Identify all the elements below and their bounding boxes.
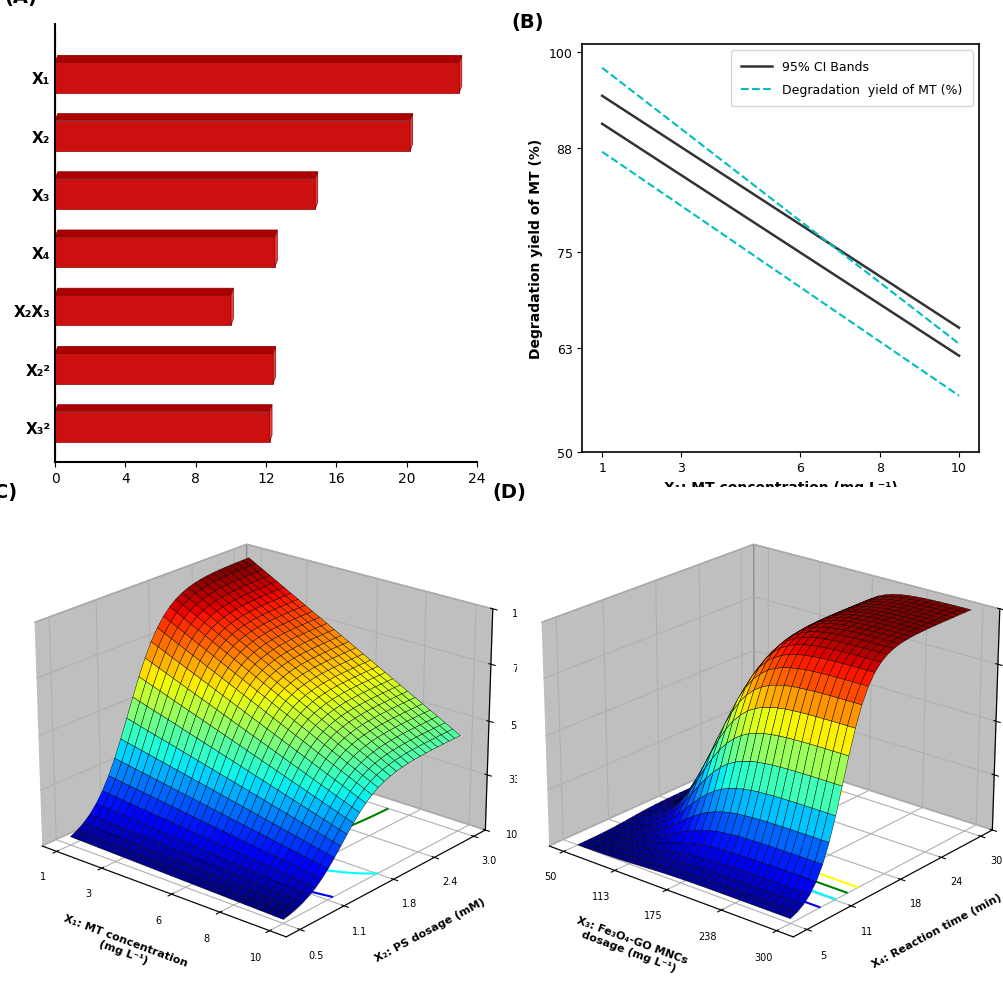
Polygon shape <box>55 114 412 121</box>
Y-axis label: X₄: Reaction time (min): X₄: Reaction time (min) <box>870 891 1002 969</box>
Polygon shape <box>55 173 317 180</box>
Text: (C): (C) <box>0 482 17 501</box>
Polygon shape <box>409 114 412 152</box>
Y-axis label: X₂: PS dosage (mM): X₂: PS dosage (mM) <box>373 897 486 963</box>
Text: (D): (D) <box>491 482 526 501</box>
Polygon shape <box>315 173 317 210</box>
Bar <box>55 296 231 326</box>
Bar <box>55 64 458 93</box>
X-axis label: Contribution  (%): Contribution (%) <box>193 491 339 507</box>
Polygon shape <box>231 289 233 326</box>
Text: (A): (A) <box>5 0 37 7</box>
X-axis label: X₁: MT concentration (mg L⁻¹): X₁: MT concentration (mg L⁻¹) <box>663 480 897 494</box>
Polygon shape <box>55 57 461 64</box>
Polygon shape <box>458 57 461 93</box>
Polygon shape <box>55 289 233 296</box>
Bar <box>55 238 275 268</box>
Bar <box>55 121 409 152</box>
Text: (B): (B) <box>511 14 543 33</box>
Bar <box>55 180 315 210</box>
Polygon shape <box>55 406 272 413</box>
Y-axis label: Degradation yield of MT (%): Degradation yield of MT (%) <box>529 138 543 359</box>
Bar <box>55 413 269 442</box>
Polygon shape <box>55 231 277 238</box>
Bar <box>55 354 273 385</box>
Polygon shape <box>273 347 275 385</box>
Polygon shape <box>55 347 275 354</box>
Polygon shape <box>275 231 277 268</box>
X-axis label: X₃: Fe₃O₄-GO MNCs
dosage (mg L⁻¹): X₃: Fe₃O₄-GO MNCs dosage (mg L⁻¹) <box>571 914 689 976</box>
Legend: 95% CI Bands, Degradation  yield of MT (%): 95% CI Bands, Degradation yield of MT (%… <box>730 51 972 107</box>
Polygon shape <box>269 406 272 442</box>
X-axis label: X₁: MT concentration
 (mg L⁻¹): X₁: MT concentration (mg L⁻¹) <box>58 912 189 978</box>
